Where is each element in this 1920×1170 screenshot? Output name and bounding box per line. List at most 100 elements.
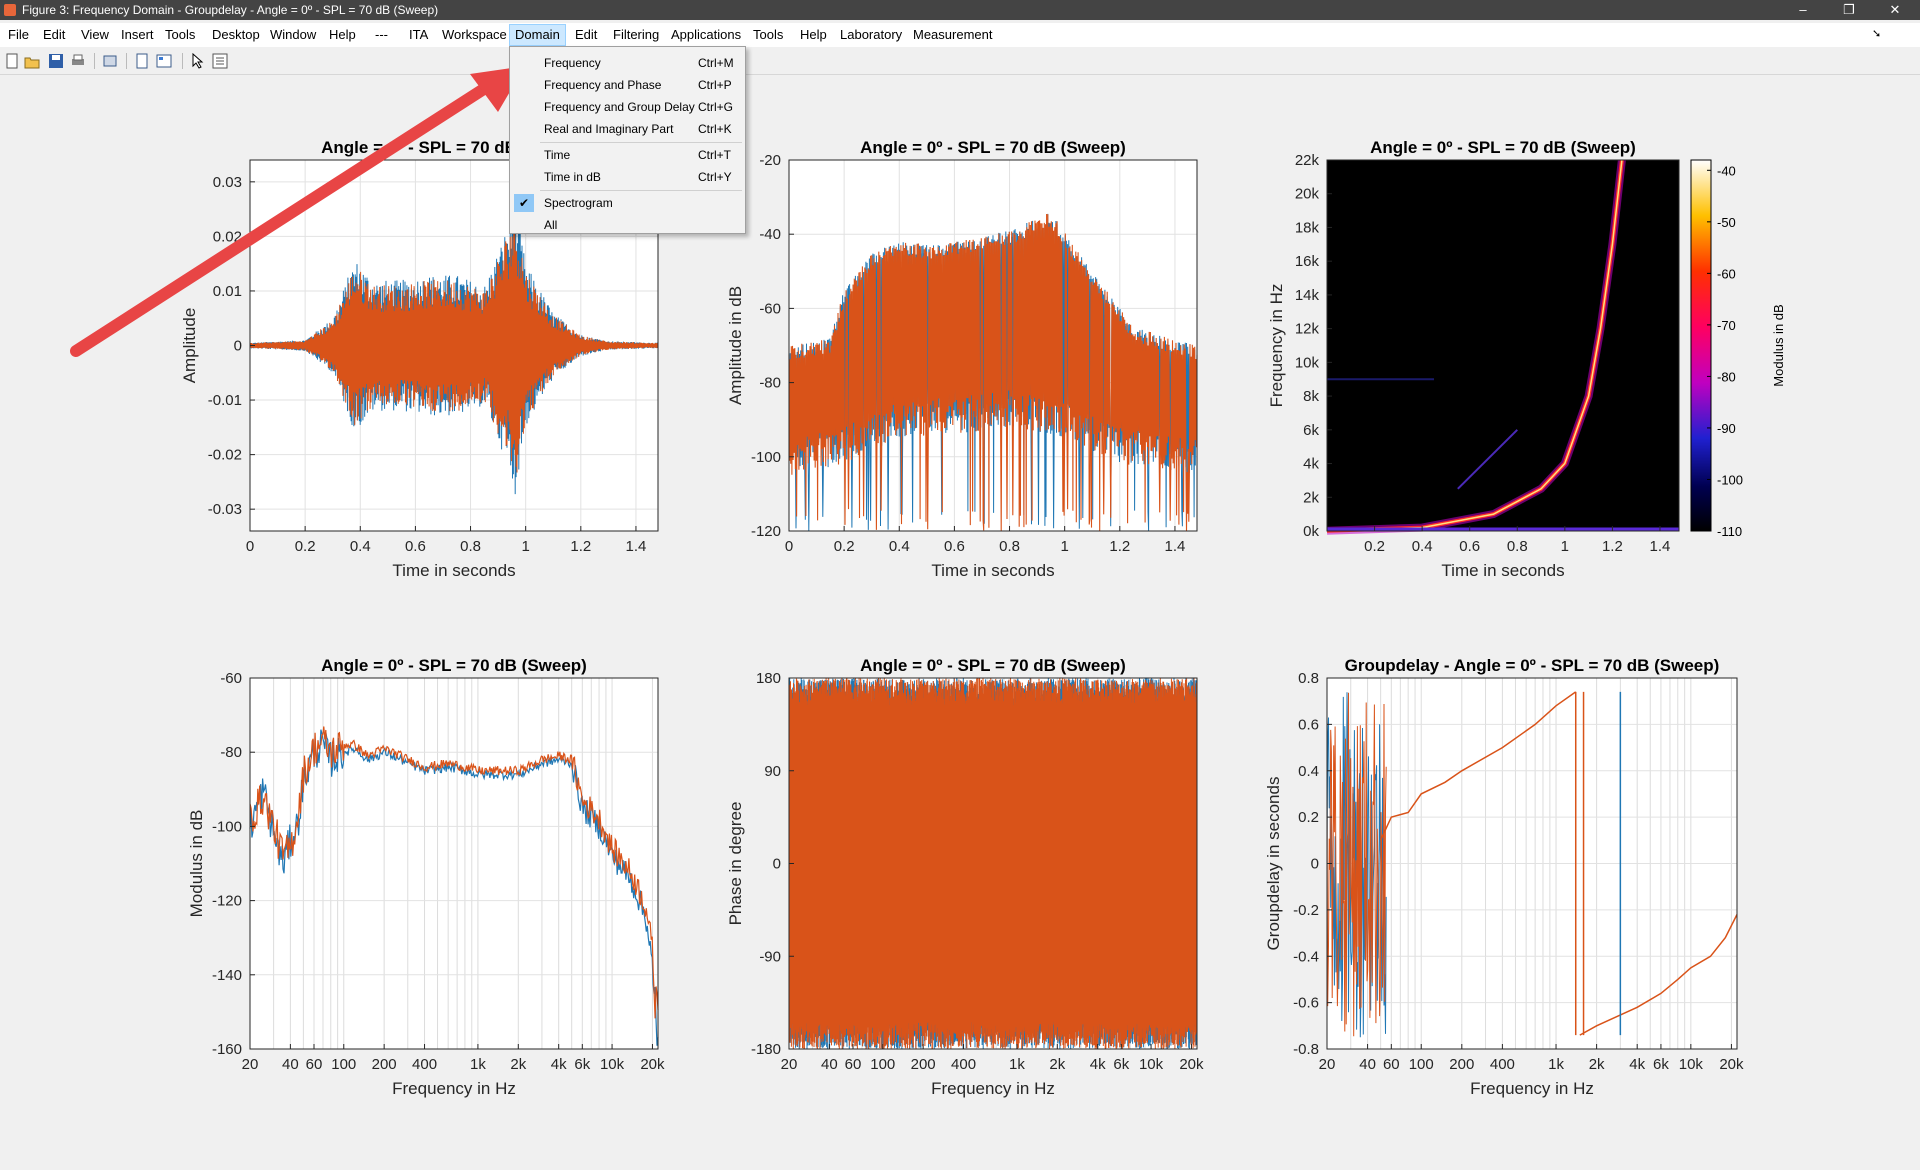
y-tick-label: 22k: [1295, 152, 1320, 169]
pointer-icon[interactable]: [190, 53, 206, 69]
new-figure-icon[interactable]: [4, 53, 20, 69]
menu-item-real-and-imaginary-part[interactable]: Real and Imaginary Part Ctrl+K: [544, 122, 732, 136]
x-tick-label: 20k: [1179, 1056, 1204, 1073]
series-line: [249, 729, 659, 1046]
menu-applications[interactable]: Applications: [671, 27, 742, 42]
menu-separator: [540, 142, 742, 143]
spectrogram-artifact: [1457, 429, 1518, 490]
toolbar-separator: [126, 53, 127, 69]
menu-dock-icon[interactable]: ➘: [1872, 28, 1882, 40]
y-tick-label: 0.03: [213, 174, 242, 191]
x-tick-label: 400: [1490, 1056, 1515, 1073]
menu-item-frequency-and-group-delay[interactable]: Frequency and Group Delay Ctrl+G: [544, 100, 734, 114]
y-tick-label: 2k: [1303, 489, 1319, 506]
series-line: [788, 213, 1198, 531]
menu-tools[interactable]: Tools: [165, 27, 196, 42]
x-tick-label: 2k: [1049, 1056, 1065, 1073]
minimize-button[interactable]: –: [1799, 2, 1807, 17]
y-tick-label: 12k: [1295, 321, 1320, 338]
x-tick-label: 1: [1061, 538, 1069, 555]
menu-help-ita[interactable]: Help: [800, 27, 827, 42]
plot-title: Angle = 0º - SPL = 70 dB (Sweep): [860, 656, 1126, 675]
y-tick-label: 20k: [1295, 186, 1320, 203]
y-tick-label: -0.8: [1293, 1041, 1319, 1058]
y-tick-label: -60: [759, 300, 781, 317]
x-tick-label: 1.4: [1650, 538, 1671, 555]
y-tick-label: 4k: [1303, 456, 1319, 473]
x-tick-label: 0.2: [1364, 538, 1385, 555]
menu-help[interactable]: Help: [329, 27, 356, 42]
menu-window[interactable]: Window: [270, 27, 317, 42]
plot-area: [250, 678, 658, 1049]
y-tick-label: 180: [756, 670, 781, 687]
x-tick-label: 0: [785, 538, 793, 555]
menu-file[interactable]: File: [8, 27, 29, 42]
menu-item-time[interactable]: Time Ctrl+T: [544, 148, 731, 162]
x-tick-label: 6k: [574, 1056, 590, 1073]
close-button[interactable]: ✕: [1889, 2, 1901, 17]
colorbar-label: Modulus in dB: [1771, 304, 1786, 386]
save-icon[interactable]: [48, 53, 64, 69]
print-preview-icon[interactable]: [102, 53, 118, 69]
menu-domain[interactable]: Domain: [509, 24, 566, 46]
menu-tools-ita[interactable]: Tools: [753, 27, 784, 42]
x-tick-label: 6k: [1653, 1056, 1669, 1073]
menu-edit-ita[interactable]: Edit: [575, 27, 598, 42]
y-tick-label: -40: [759, 226, 781, 243]
y-tick-label: 0: [773, 856, 781, 873]
x-tick-label: 40: [1359, 1056, 1376, 1073]
x-tick-label: 100: [1409, 1056, 1434, 1073]
x-tick-label: 10k: [600, 1056, 625, 1073]
x-tick-label: 1.2: [570, 538, 591, 555]
x-axis-label: Frequency in Hz: [1470, 1079, 1594, 1098]
colorbar-tick-label: -110: [1717, 524, 1742, 539]
subplot-6: 20 40 60 100 200 400 1k 2k 4k 6k 10k 20k 0.8 0.6 0.4 0.…: [1264, 656, 1744, 1098]
menu-desktop[interactable]: Desktop: [212, 27, 260, 42]
figure-canvas[interactable]: 0 0.2 0.4 0.6 0.8 1 1.2 1.4 0.03 0.02 0.01 0 -0.01 -0…: [0, 75, 1920, 1170]
menu-item-time-in-db[interactable]: Time in dB Ctrl+Y: [544, 170, 732, 184]
menu-bar: File Edit View Insert Tools Desktop Wind…: [0, 23, 1920, 47]
menu-view[interactable]: View: [81, 27, 109, 42]
menu-separator-item[interactable]: ---: [375, 27, 388, 42]
menu-measurement[interactable]: Measurement: [913, 27, 993, 42]
menu-workspace[interactable]: Workspace: [442, 27, 507, 42]
y-tick-label: 18k: [1295, 219, 1320, 236]
menu-item-frequency-and-phase[interactable]: Frequency and Phase Ctrl+P: [544, 78, 732, 92]
y-tick-label: -160: [212, 1041, 242, 1058]
link-plot-icon[interactable]: [134, 53, 150, 69]
print-icon[interactable]: [70, 53, 86, 69]
property-editor-icon[interactable]: [212, 53, 228, 69]
y-tick-label: -0.2: [1293, 902, 1319, 919]
menu-filtering[interactable]: Filtering: [613, 27, 660, 42]
open-file-icon[interactable]: [24, 53, 40, 69]
y-tick-label: -0.6: [1293, 995, 1319, 1012]
insert-legend-icon[interactable]: [156, 53, 172, 69]
y-tick-label: 0k: [1303, 523, 1319, 540]
x-tick-label: 2k: [1589, 1056, 1605, 1073]
menu-insert[interactable]: Insert: [121, 27, 154, 42]
menu-edit[interactable]: Edit: [43, 27, 66, 42]
menu-laboratory[interactable]: Laboratory: [840, 27, 903, 42]
restore-button[interactable]: ❐: [1843, 2, 1855, 17]
y-tick-label: 0.2: [1298, 809, 1319, 826]
x-tick-label: 4k: [551, 1056, 567, 1073]
y-tick-label: -120: [751, 523, 781, 540]
x-tick-label: 200: [911, 1056, 936, 1073]
spectrogram-peak: [1326, 159, 1623, 532]
colorbar-tick-label: -100: [1717, 472, 1743, 487]
y-tick-label: 14k: [1295, 287, 1320, 304]
x-tick-label: 10k: [1139, 1056, 1164, 1073]
menu-item-all[interactable]: All: [544, 218, 558, 232]
subplot-4: 20 40 60 100 200 400 1k 2k 4k 6k 10k 20k -60 -80 -100 -…: [187, 656, 665, 1098]
menu-item-frequency[interactable]: Frequency Ctrl+M: [544, 56, 734, 70]
x-tick-label: 200: [372, 1056, 397, 1073]
y-tick-label: -20: [759, 152, 781, 169]
menu-ita[interactable]: ITA: [409, 27, 429, 42]
menu-item-spectrogram[interactable]: ✔ Spectrogram: [510, 192, 745, 214]
x-tick-label: 20k: [1719, 1056, 1744, 1073]
x-tick-label: 20: [1319, 1056, 1336, 1073]
y-tick-label: -80: [759, 375, 781, 392]
subplot-2: 0 0.2 0.4 0.6 0.8 1 1.2 1.4 -20 -40 -60 -80 -100 -120…: [726, 138, 1198, 580]
y-tick-label: 16k: [1295, 253, 1320, 270]
